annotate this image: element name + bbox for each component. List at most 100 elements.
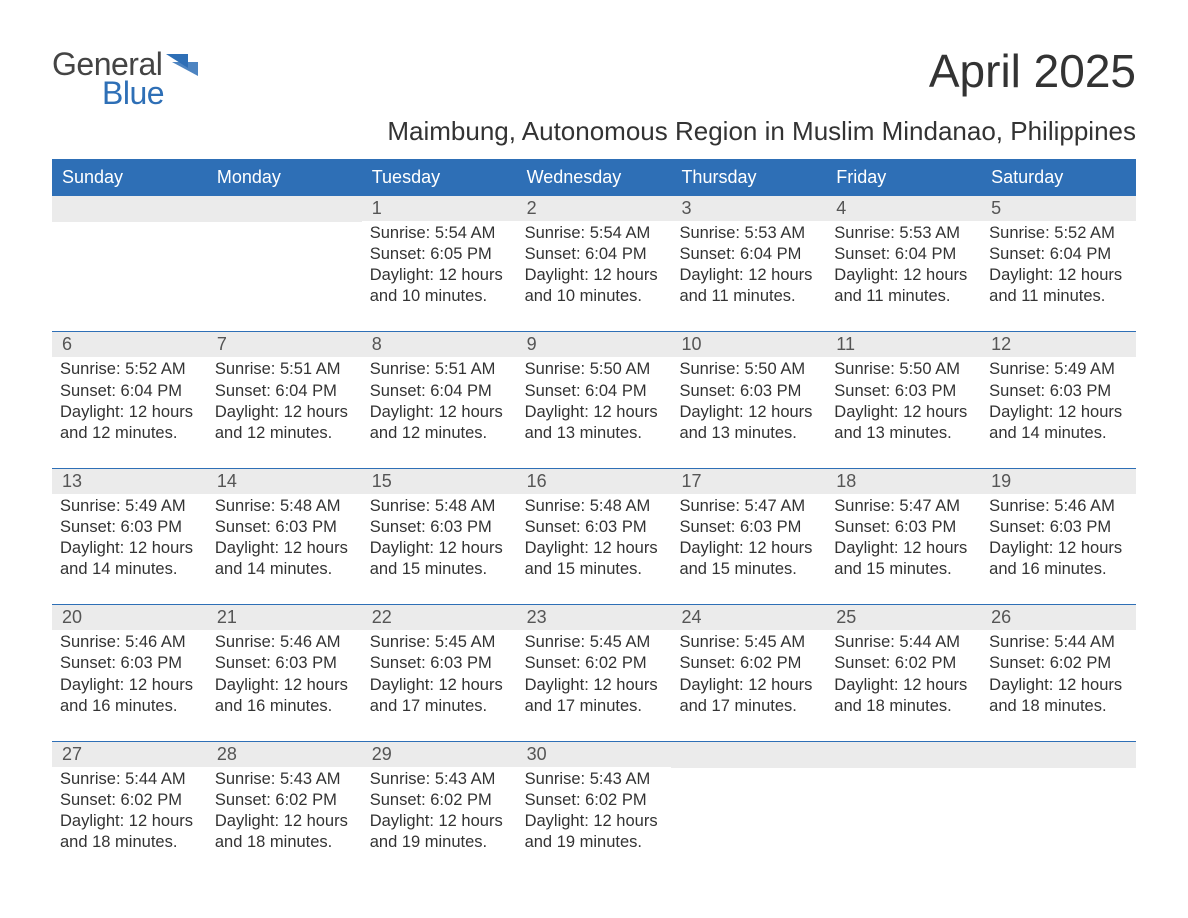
sunset-line: Sunset: 6:03 PM xyxy=(834,381,973,402)
daylight-line: Daylight: 12 hours and 14 minutes. xyxy=(989,402,1128,444)
sunset-line: Sunset: 6:02 PM xyxy=(370,790,509,811)
day-number: 12 xyxy=(981,332,1136,357)
calendar-day: 24Sunrise: 5:45 AMSunset: 6:02 PMDayligh… xyxy=(671,605,826,740)
sunrise-line: Sunrise: 5:46 AM xyxy=(215,632,354,653)
day-details: Sunrise: 5:51 AMSunset: 6:04 PMDaylight:… xyxy=(362,357,517,443)
calendar-day: 23Sunrise: 5:45 AMSunset: 6:02 PMDayligh… xyxy=(517,605,672,740)
day-number: 30 xyxy=(517,742,672,767)
daylight-line: Daylight: 12 hours and 17 minutes. xyxy=(525,675,664,717)
day-number: 21 xyxy=(207,605,362,630)
sunrise-line: Sunrise: 5:50 AM xyxy=(834,359,973,380)
sunrise-line: Sunrise: 5:53 AM xyxy=(679,223,818,244)
logo-flag-icon xyxy=(166,54,198,76)
calendar-day xyxy=(207,196,362,331)
daylight-line: Daylight: 12 hours and 12 minutes. xyxy=(215,402,354,444)
sunset-line: Sunset: 6:02 PM xyxy=(989,653,1128,674)
calendar-day: 22Sunrise: 5:45 AMSunset: 6:03 PMDayligh… xyxy=(362,605,517,740)
day-number: 22 xyxy=(362,605,517,630)
sunrise-line: Sunrise: 5:44 AM xyxy=(989,632,1128,653)
daylight-line: Daylight: 12 hours and 18 minutes. xyxy=(989,675,1128,717)
day-details: Sunrise: 5:44 AMSunset: 6:02 PMDaylight:… xyxy=(981,630,1136,716)
daylight-line: Daylight: 12 hours and 12 minutes. xyxy=(60,402,199,444)
day-details: Sunrise: 5:47 AMSunset: 6:03 PMDaylight:… xyxy=(671,494,826,580)
calendar-day: 10Sunrise: 5:50 AMSunset: 6:03 PMDayligh… xyxy=(671,332,826,467)
day-number: 19 xyxy=(981,469,1136,494)
calendar-day: 2Sunrise: 5:54 AMSunset: 6:04 PMDaylight… xyxy=(517,196,672,331)
day-details: Sunrise: 5:45 AMSunset: 6:02 PMDaylight:… xyxy=(671,630,826,716)
calendar-day xyxy=(826,742,981,877)
sunrise-line: Sunrise: 5:50 AM xyxy=(679,359,818,380)
sunset-line: Sunset: 6:04 PM xyxy=(525,381,664,402)
calendar-column-header: Tuesday xyxy=(362,159,517,196)
day-number: 13 xyxy=(52,469,207,494)
sunrise-line: Sunrise: 5:43 AM xyxy=(370,769,509,790)
calendar: SundayMondayTuesdayWednesdayThursdayFrid… xyxy=(52,159,1136,877)
daylight-line: Daylight: 12 hours and 16 minutes. xyxy=(215,675,354,717)
daylight-line: Daylight: 12 hours and 18 minutes. xyxy=(834,675,973,717)
daylight-line: Daylight: 12 hours and 14 minutes. xyxy=(60,538,199,580)
day-details: Sunrise: 5:49 AMSunset: 6:03 PMDaylight:… xyxy=(981,357,1136,443)
day-details: Sunrise: 5:52 AMSunset: 6:04 PMDaylight:… xyxy=(52,357,207,443)
daylight-line: Daylight: 12 hours and 16 minutes. xyxy=(60,675,199,717)
sunset-line: Sunset: 6:04 PM xyxy=(834,244,973,265)
calendar-day: 14Sunrise: 5:48 AMSunset: 6:03 PMDayligh… xyxy=(207,469,362,604)
day-number: 10 xyxy=(671,332,826,357)
sunset-line: Sunset: 6:04 PM xyxy=(989,244,1128,265)
daylight-line: Daylight: 12 hours and 18 minutes. xyxy=(215,811,354,853)
day-number: 3 xyxy=(671,196,826,221)
calendar-column-header: Sunday xyxy=(52,159,207,196)
daylight-line: Daylight: 12 hours and 18 minutes. xyxy=(60,811,199,853)
sunset-line: Sunset: 6:03 PM xyxy=(834,517,973,538)
sunset-line: Sunset: 6:03 PM xyxy=(370,517,509,538)
calendar-day: 30Sunrise: 5:43 AMSunset: 6:02 PMDayligh… xyxy=(517,742,672,877)
calendar-day: 3Sunrise: 5:53 AMSunset: 6:04 PMDaylight… xyxy=(671,196,826,331)
calendar-week: 6Sunrise: 5:52 AMSunset: 6:04 PMDaylight… xyxy=(52,331,1136,467)
sunrise-line: Sunrise: 5:54 AM xyxy=(370,223,509,244)
sunset-line: Sunset: 6:02 PM xyxy=(215,790,354,811)
day-details: Sunrise: 5:44 AMSunset: 6:02 PMDaylight:… xyxy=(826,630,981,716)
calendar-day: 15Sunrise: 5:48 AMSunset: 6:03 PMDayligh… xyxy=(362,469,517,604)
page-title: April 2025 xyxy=(929,44,1136,98)
daylight-line: Daylight: 12 hours and 15 minutes. xyxy=(834,538,973,580)
sunset-line: Sunset: 6:04 PM xyxy=(525,244,664,265)
daylight-line: Daylight: 12 hours and 19 minutes. xyxy=(370,811,509,853)
day-number: 14 xyxy=(207,469,362,494)
sunset-line: Sunset: 6:05 PM xyxy=(370,244,509,265)
calendar-day: 7Sunrise: 5:51 AMSunset: 6:04 PMDaylight… xyxy=(207,332,362,467)
day-details: Sunrise: 5:49 AMSunset: 6:03 PMDaylight:… xyxy=(52,494,207,580)
day-number xyxy=(826,742,981,768)
calendar-day xyxy=(981,742,1136,877)
calendar-day: 18Sunrise: 5:47 AMSunset: 6:03 PMDayligh… xyxy=(826,469,981,604)
daylight-line: Daylight: 12 hours and 17 minutes. xyxy=(370,675,509,717)
day-details: Sunrise: 5:50 AMSunset: 6:03 PMDaylight:… xyxy=(671,357,826,443)
sunrise-line: Sunrise: 5:49 AM xyxy=(989,359,1128,380)
sunrise-line: Sunrise: 5:49 AM xyxy=(60,496,199,517)
sunrise-line: Sunrise: 5:45 AM xyxy=(525,632,664,653)
daylight-line: Daylight: 12 hours and 15 minutes. xyxy=(370,538,509,580)
sunset-line: Sunset: 6:03 PM xyxy=(60,653,199,674)
day-details: Sunrise: 5:45 AMSunset: 6:03 PMDaylight:… xyxy=(362,630,517,716)
day-number: 20 xyxy=(52,605,207,630)
daylight-line: Daylight: 12 hours and 13 minutes. xyxy=(525,402,664,444)
calendar-day: 17Sunrise: 5:47 AMSunset: 6:03 PMDayligh… xyxy=(671,469,826,604)
sunset-line: Sunset: 6:03 PM xyxy=(679,381,818,402)
sunset-line: Sunset: 6:03 PM xyxy=(60,517,199,538)
calendar-day: 19Sunrise: 5:46 AMSunset: 6:03 PMDayligh… xyxy=(981,469,1136,604)
calendar-week: 1Sunrise: 5:54 AMSunset: 6:05 PMDaylight… xyxy=(52,196,1136,331)
day-details: Sunrise: 5:48 AMSunset: 6:03 PMDaylight:… xyxy=(517,494,672,580)
day-number: 2 xyxy=(517,196,672,221)
day-number: 17 xyxy=(671,469,826,494)
sunset-line: Sunset: 6:03 PM xyxy=(989,381,1128,402)
day-details: Sunrise: 5:44 AMSunset: 6:02 PMDaylight:… xyxy=(52,767,207,853)
calendar-day: 11Sunrise: 5:50 AMSunset: 6:03 PMDayligh… xyxy=(826,332,981,467)
sunset-line: Sunset: 6:02 PM xyxy=(525,653,664,674)
day-number: 25 xyxy=(826,605,981,630)
calendar-column-header: Thursday xyxy=(671,159,826,196)
sunrise-line: Sunrise: 5:47 AM xyxy=(834,496,973,517)
day-details: Sunrise: 5:47 AMSunset: 6:03 PMDaylight:… xyxy=(826,494,981,580)
day-details: Sunrise: 5:43 AMSunset: 6:02 PMDaylight:… xyxy=(207,767,362,853)
calendar-day: 21Sunrise: 5:46 AMSunset: 6:03 PMDayligh… xyxy=(207,605,362,740)
calendar-day: 4Sunrise: 5:53 AMSunset: 6:04 PMDaylight… xyxy=(826,196,981,331)
day-number: 24 xyxy=(671,605,826,630)
sunrise-line: Sunrise: 5:46 AM xyxy=(60,632,199,653)
